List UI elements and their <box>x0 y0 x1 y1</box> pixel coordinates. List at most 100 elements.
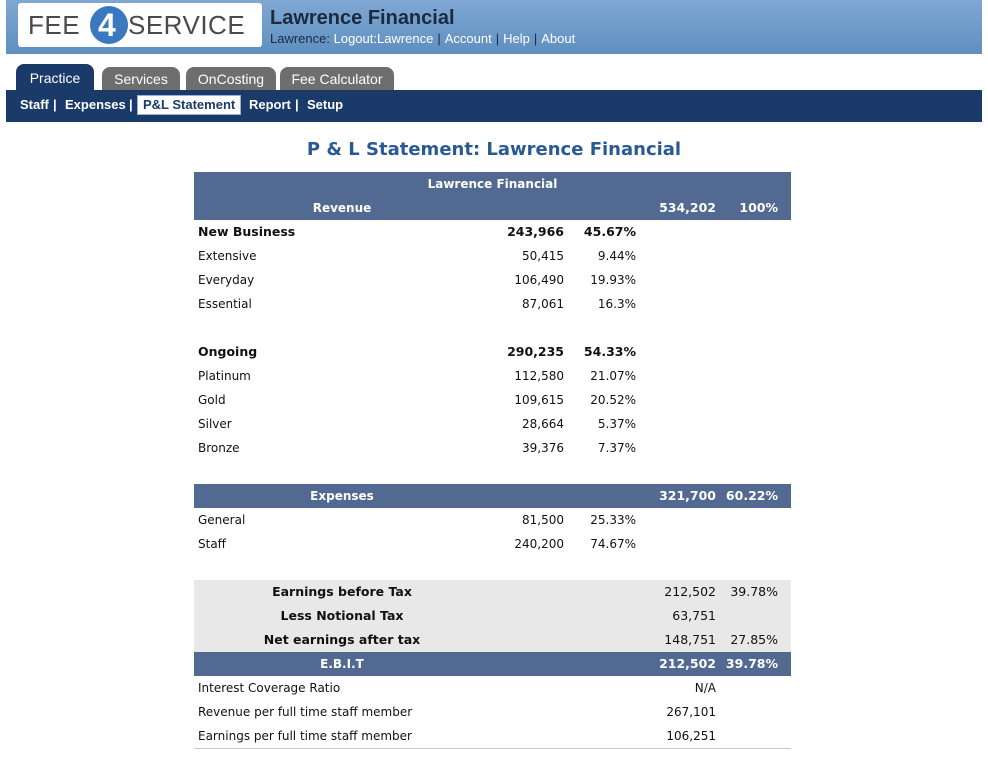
table-row: Silver 28,664 5.37% <box>194 412 791 436</box>
line-item-pct: 20.52% <box>590 393 636 407</box>
tab-services[interactable]: Services <box>102 67 180 90</box>
revenue-header-row: Revenue 534,202 100% <box>194 196 791 220</box>
about-link[interactable]: About <box>541 31 576 46</box>
help-link[interactable]: Help <box>503 31 530 46</box>
net-earnings-value: 148,751 <box>664 632 716 647</box>
table-bottom-border <box>194 748 791 749</box>
line-item-label: Bronze <box>198 441 240 455</box>
ebit-row: E.B.I.T 212,502 39.78% <box>194 652 791 676</box>
line-item-pct: 74.67% <box>590 537 636 551</box>
line-item-value: 240,200 <box>514 537 564 551</box>
notional-tax-row: Less Notional Tax 63,751 <box>194 604 791 628</box>
table-row: Bronze 39,376 7.37% <box>194 436 791 460</box>
line-item-label: Essential <box>198 297 252 311</box>
line-item-value: 39,376 <box>522 441 564 455</box>
line-item-value: 28,664 <box>522 417 564 431</box>
earnings-per-staff-value: 106,251 <box>666 729 716 743</box>
fee-4-service-logo[interactable]: FEE 4 SERVICE <box>18 3 262 47</box>
line-item-value: 81,500 <box>522 513 564 527</box>
line-item-label: Everyday <box>198 273 255 287</box>
line-item-pct: 25.33% <box>590 513 636 527</box>
spacer-row <box>194 460 791 484</box>
table-row: Extensive 50,415 9.44% <box>194 244 791 268</box>
tab-oncosting[interactable]: OnCosting <box>186 67 276 90</box>
separator: | <box>129 97 133 112</box>
pl-statement-table: Lawrence Financial Revenue 534,202 100% … <box>194 172 791 749</box>
table-row: Staff 240,200 74.67% <box>194 532 791 556</box>
revenue-per-staff-value: 267,101 <box>666 705 716 719</box>
line-item-label: General <box>198 513 246 527</box>
line-item-pct: 19.93% <box>590 273 636 287</box>
line-item-value: 109,615 <box>514 393 564 407</box>
ebit-label: E.B.I.T <box>320 657 364 671</box>
user-bar: Lawrence: Logout:Lawrence | Account | Help | A… <box>270 31 575 47</box>
user-label: Lawrence: <box>270 31 330 46</box>
subnav-expenses[interactable]: Expenses <box>65 97 126 112</box>
revenue-total: 534,202 <box>659 200 716 215</box>
net-earnings-label: Net earnings after tax <box>263 632 421 647</box>
table-row: Essential 87,061 16.3% <box>194 292 791 316</box>
net-earnings-pct: 27.85% <box>730 632 778 647</box>
separator: | <box>533 31 538 46</box>
ongoing-total: 290,235 <box>507 344 564 359</box>
ongoing-label: Ongoing <box>198 344 258 359</box>
revenue-pct: 100% <box>739 200 778 215</box>
new-business-row: New Business 243,966 45.67% <box>194 220 791 244</box>
logo-text-service: SERVICE <box>128 10 246 40</box>
app-header: FEE 4 SERVICE Lawrence Financial Lawrenc… <box>6 0 982 54</box>
expenses-pct: 60.22% <box>725 488 778 503</box>
tab-fee-calculator[interactable]: Fee Calculator <box>280 67 394 90</box>
line-item-pct: 21.07% <box>590 369 636 383</box>
line-item-value: 112,580 <box>514 369 564 383</box>
line-item-value: 106,490 <box>514 273 564 287</box>
ebit-pct: 39.78% <box>725 656 778 671</box>
revenue-per-staff-label: Revenue per full time staff member <box>198 705 413 719</box>
tab-practice[interactable]: Practice <box>16 64 94 90</box>
spacer-row <box>194 316 791 340</box>
line-item-label: Extensive <box>198 249 257 263</box>
expenses-total: 321,700 <box>659 488 716 503</box>
sub-navigation: Staff | Expenses | P&L Statement | Repor… <box>6 90 982 122</box>
interest-coverage-value: N/A <box>694 681 716 695</box>
line-item-label: Platinum <box>198 369 251 383</box>
new-business-label: New Business <box>198 224 296 239</box>
expenses-header-row: Expenses 321,700 60.22% <box>194 484 791 508</box>
separator: | <box>237 97 241 112</box>
earnings-before-tax-value: 212,502 <box>664 584 716 599</box>
separator: | <box>295 97 299 112</box>
new-business-total: 243,966 <box>507 224 564 239</box>
separator: | <box>53 97 57 112</box>
subnav-setup[interactable]: Setup <box>307 97 344 112</box>
line-item-value: 50,415 <box>522 249 564 263</box>
line-item-pct: 9.44% <box>597 249 636 263</box>
ebit-value: 212,502 <box>659 656 716 671</box>
notional-tax-label: Less Notional Tax <box>280 608 404 623</box>
earnings-per-staff-row: Earnings per full time staff member 106,… <box>194 724 791 748</box>
separator: | <box>437 31 441 46</box>
subnav-report[interactable]: Report <box>249 97 291 112</box>
line-item-pct: 16.3% <box>597 297 636 311</box>
line-item-label: Gold <box>198 393 226 407</box>
earnings-per-staff-label: Earnings per full time staff member <box>198 729 412 743</box>
revenue-label: Revenue <box>312 201 372 215</box>
line-item-label: Silver <box>198 417 232 431</box>
line-item-pct: 5.37% <box>597 417 636 431</box>
line-item-pct: 7.37% <box>597 441 636 455</box>
subnav-pl-statement[interactable]: P&L Statement <box>137 95 242 115</box>
logo-text-fee: FEE <box>28 10 81 40</box>
interest-coverage-row: Interest Coverage Ratio N/A <box>194 676 791 700</box>
earnings-before-tax-row: Earnings before Tax 212,502 39.78% <box>194 580 791 604</box>
page-title: P & L Statement: Lawrence Financial <box>306 139 682 160</box>
ongoing-row: Ongoing 290,235 54.33% <box>194 340 791 364</box>
company-header-row: Lawrence Financial <box>194 172 791 196</box>
logout-link[interactable]: Logout:Lawrence <box>333 31 434 46</box>
table-row: General 81,500 25.33% <box>194 508 791 532</box>
subnav-staff[interactable]: Staff <box>20 97 49 112</box>
ongoing-pct: 54.33% <box>583 344 636 359</box>
firm-title: Lawrence Financial <box>270 7 455 29</box>
earnings-before-tax-label: Earnings before Tax <box>272 584 412 599</box>
new-business-pct: 45.67% <box>583 224 636 239</box>
separator: | <box>495 31 500 46</box>
table-row: Everyday 106,490 19.93% <box>194 268 791 292</box>
account-link[interactable]: Account <box>444 31 492 46</box>
